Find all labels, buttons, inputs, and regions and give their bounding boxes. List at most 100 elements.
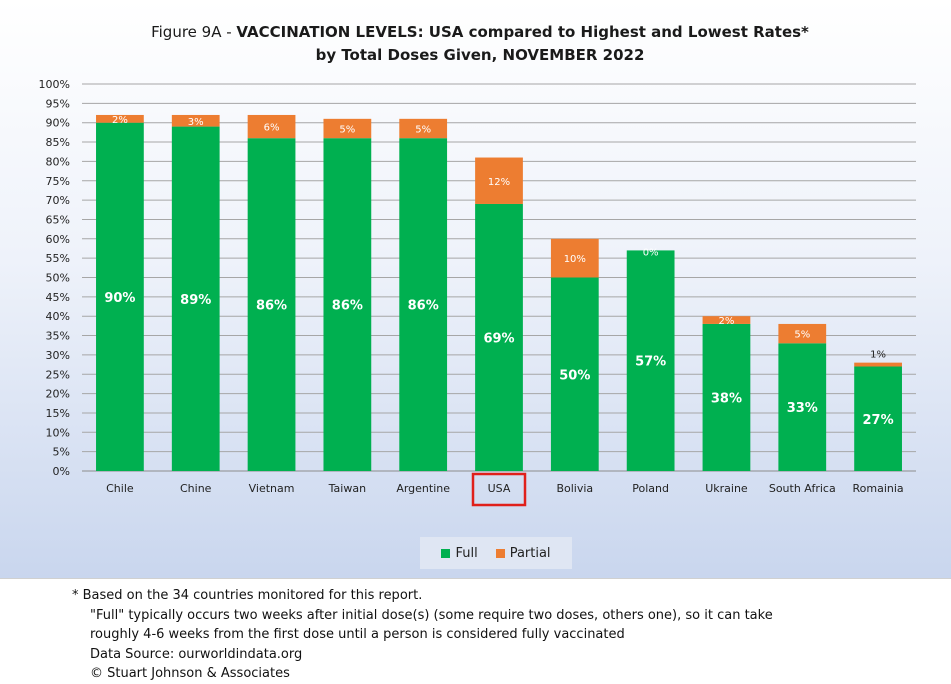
data-label-partial: 6% (264, 123, 280, 134)
data-label-full: 27% (863, 413, 894, 428)
y-tick-label: 0% (53, 465, 70, 478)
data-label-partial: 5% (339, 125, 355, 136)
x-tick-label: Taiwan (328, 482, 366, 495)
data-label-partial: 3% (188, 117, 204, 128)
y-tick-label: 55% (46, 252, 70, 265)
x-tick-label: Chile (106, 482, 134, 495)
y-tick-label: 15% (46, 407, 70, 420)
data-label-full: 86% (256, 299, 287, 314)
legend-swatch-full (441, 548, 451, 558)
x-tick-label: Ukraine (705, 482, 748, 495)
y-tick-label: 100% (39, 78, 70, 91)
legend-item-full: Full (441, 545, 478, 561)
data-label-partial: 2% (719, 316, 735, 327)
x-tick-label: Chine (180, 482, 212, 495)
data-label-partial: 1% (870, 350, 886, 361)
bar-partial (171, 114, 220, 127)
y-tick-label: 10% (46, 426, 70, 439)
footnote-star: * (72, 588, 79, 603)
usa-highlight-box (471, 472, 527, 507)
chart-title-line2: by Total Doses Given, NOVEMBER 2022 (316, 46, 645, 64)
x-tick-label: Vietnam (249, 482, 295, 495)
bar-full (475, 203, 523, 471)
bar-partial (96, 114, 144, 123)
bar-partial (247, 114, 296, 139)
title-bold: VACCINATION LEVELS: USA compared to High… (236, 23, 809, 41)
bar-full (702, 323, 751, 471)
bar-partial (854, 362, 902, 367)
footnote-line3: roughly 4-6 weeks from the first dose un… (90, 627, 625, 642)
footnote-line4: Data Source: ourworldindata.org (90, 646, 303, 662)
y-tick-label: 50% (46, 272, 70, 285)
data-label-full: 89% (180, 293, 211, 308)
data-label-full: 86% (332, 299, 363, 314)
data-label-full: 90% (104, 291, 135, 306)
legend-label-full: Full (455, 545, 478, 561)
y-tick-label: 35% (46, 330, 70, 343)
data-label-partial: 5% (415, 125, 431, 136)
x-axis: Chile Chine Vietnam Taiwan Argentine USA Boliv… (106, 472, 904, 507)
y-tick-label: 65% (46, 213, 70, 226)
bar-full (550, 277, 599, 471)
bar-partial (702, 316, 751, 324)
x-tick-label: South Africa (769, 482, 836, 495)
bar-chart: Figure 9A - VACCINATION LEVELS: USA comp… (39, 23, 916, 507)
bar-partial (778, 323, 827, 344)
y-axis: 0% 5% 10% 15% 20% 25% 30% 35% 40% 45% 50% 55% 60% 65%… (39, 78, 70, 478)
legend-label-partial: Partial (509, 545, 551, 561)
data-label-full: 38% (711, 391, 742, 406)
data-label-full: 57% (635, 355, 666, 370)
y-tick-label: 40% (46, 310, 70, 323)
bar-full (247, 138, 296, 471)
chart-area: Figure 9A - VACCINATION LEVELS: USA comp… (0, 0, 951, 579)
x-tick-label: USA (488, 482, 511, 495)
footnote-line1: Based on the 34 countries monitored for … (82, 588, 423, 603)
bar-partial (550, 238, 599, 278)
bar-full (399, 138, 448, 471)
data-label-partial: 2% (112, 115, 128, 126)
bar-partial (323, 118, 372, 139)
y-tick-label: 80% (46, 155, 70, 168)
footnote-line2: "Full" typically occurs two weeks after … (90, 607, 773, 623)
y-tick-label: 45% (46, 291, 70, 304)
data-label-partial: 5% (794, 330, 810, 341)
title-prefix: Figure 9A - (151, 23, 236, 41)
bars: 90% 2% 89% 3% 86% 6% 86% 5% 86% 5% 69% 12% 50% 10% 57%… (96, 115, 902, 471)
bar-partial (399, 118, 448, 139)
legend-item-partial: Partial (495, 545, 551, 561)
data-label-full: 86% (408, 299, 439, 314)
y-tick-label: 25% (46, 368, 70, 381)
data-label-partial: 0% (643, 247, 659, 258)
y-tick-label: 20% (46, 388, 70, 401)
x-tick-label: Poland (632, 482, 669, 495)
data-label-partial: 10% (564, 254, 586, 265)
y-tick-label: 60% (46, 233, 70, 246)
data-label-partial: 12% (488, 177, 510, 188)
footnote-1: * Based on the 34 countries monitored fo… (72, 586, 773, 606)
y-tick-label: 30% (46, 349, 70, 362)
legend-swatch-partial (495, 548, 505, 558)
y-tick-label: 5% (53, 446, 70, 459)
x-tick-label: Romainia (853, 482, 904, 495)
y-tick-label: 95% (46, 97, 70, 110)
chart-title-line1: Figure 9A - VACCINATION LEVELS: USA comp… (151, 23, 809, 41)
data-label-full: 33% (787, 401, 818, 416)
data-label-full: 50% (559, 368, 590, 383)
bar-partial (475, 157, 523, 204)
y-tick-label: 90% (46, 117, 70, 130)
bar-full (854, 366, 902, 471)
footnote-line5: © Stuart Johnson & Associates (90, 666, 290, 681)
bar-full (778, 343, 827, 471)
x-tick-label: Bolivia (556, 482, 593, 495)
bar-full (171, 126, 220, 471)
data-label-full: 69% (483, 331, 514, 346)
legend: Full Partial (420, 537, 572, 569)
bar-full (323, 138, 372, 471)
y-tick-label: 85% (46, 136, 70, 149)
x-tick-label: Argentine (396, 482, 450, 495)
footnotes: * Based on the 34 countries monitored fo… (72, 586, 773, 684)
y-tick-label: 75% (46, 175, 70, 188)
bar-full (96, 122, 144, 471)
bar-full (626, 250, 675, 471)
y-tick-label: 70% (46, 194, 70, 207)
